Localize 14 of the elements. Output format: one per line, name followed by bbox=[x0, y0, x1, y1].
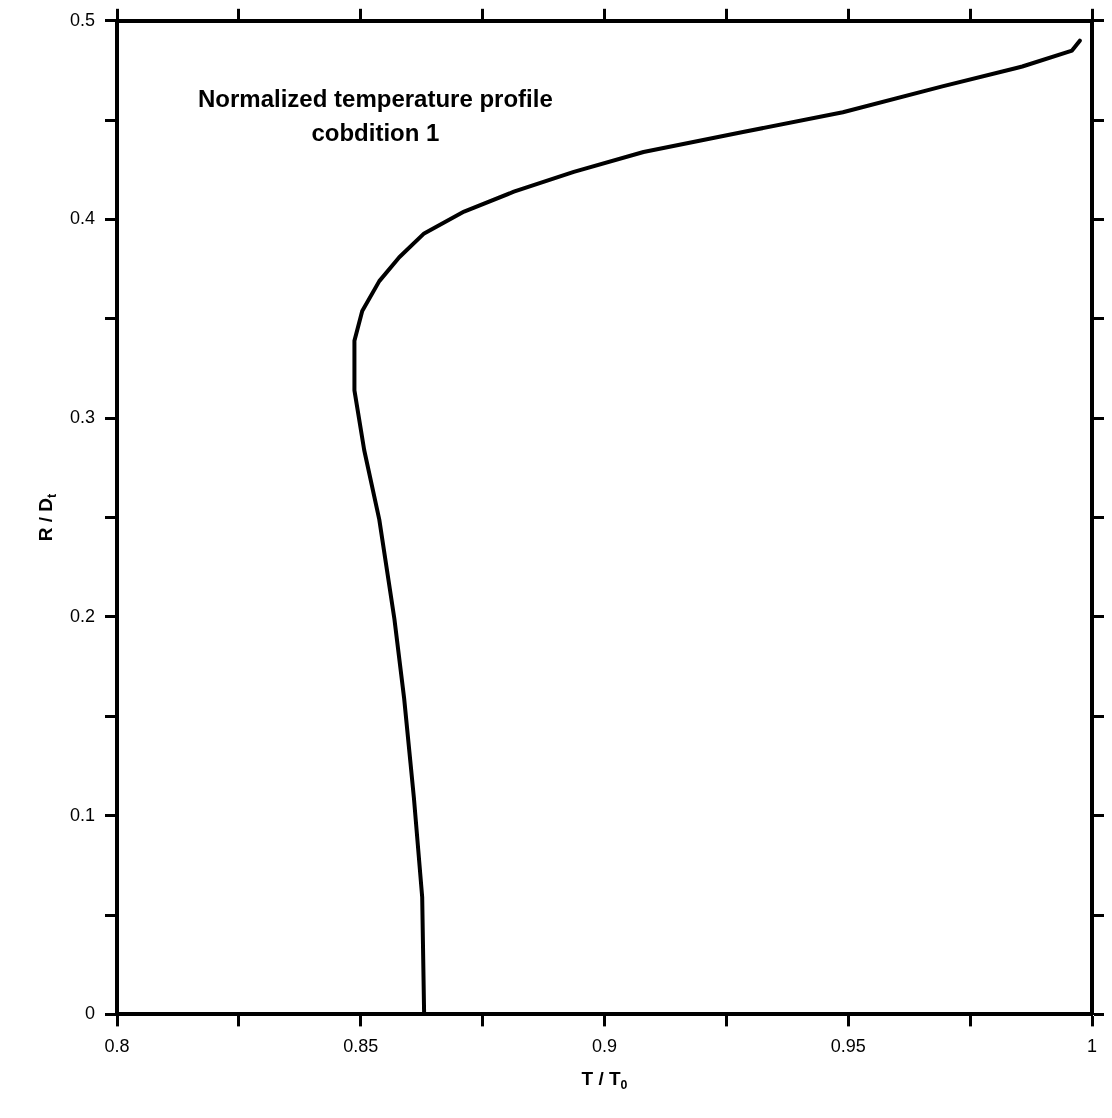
x-tick-label: 0.95 bbox=[830, 1036, 866, 1057]
x-tick-label: 0.8 bbox=[104, 1036, 130, 1057]
y-tick-label: 0.5 bbox=[69, 9, 96, 30]
y-tick-label: 0.4 bbox=[69, 208, 96, 229]
x-tick-label: 0.9 bbox=[592, 1036, 618, 1057]
y-tick-label: 0.1 bbox=[69, 804, 96, 825]
y-tick-label: 0.2 bbox=[69, 605, 96, 626]
x-tick-label: 1 bbox=[1086, 1036, 1098, 1057]
annotation: cobdition 1 bbox=[311, 119, 440, 147]
y-tick-label: 0 bbox=[85, 1003, 96, 1024]
annotation: Normalized temperature profile bbox=[198, 85, 553, 113]
y-axis-title: R / Dt bbox=[35, 493, 60, 542]
x-tick-label: 0.85 bbox=[343, 1036, 379, 1057]
y-tick-label: 0.3 bbox=[69, 407, 96, 428]
